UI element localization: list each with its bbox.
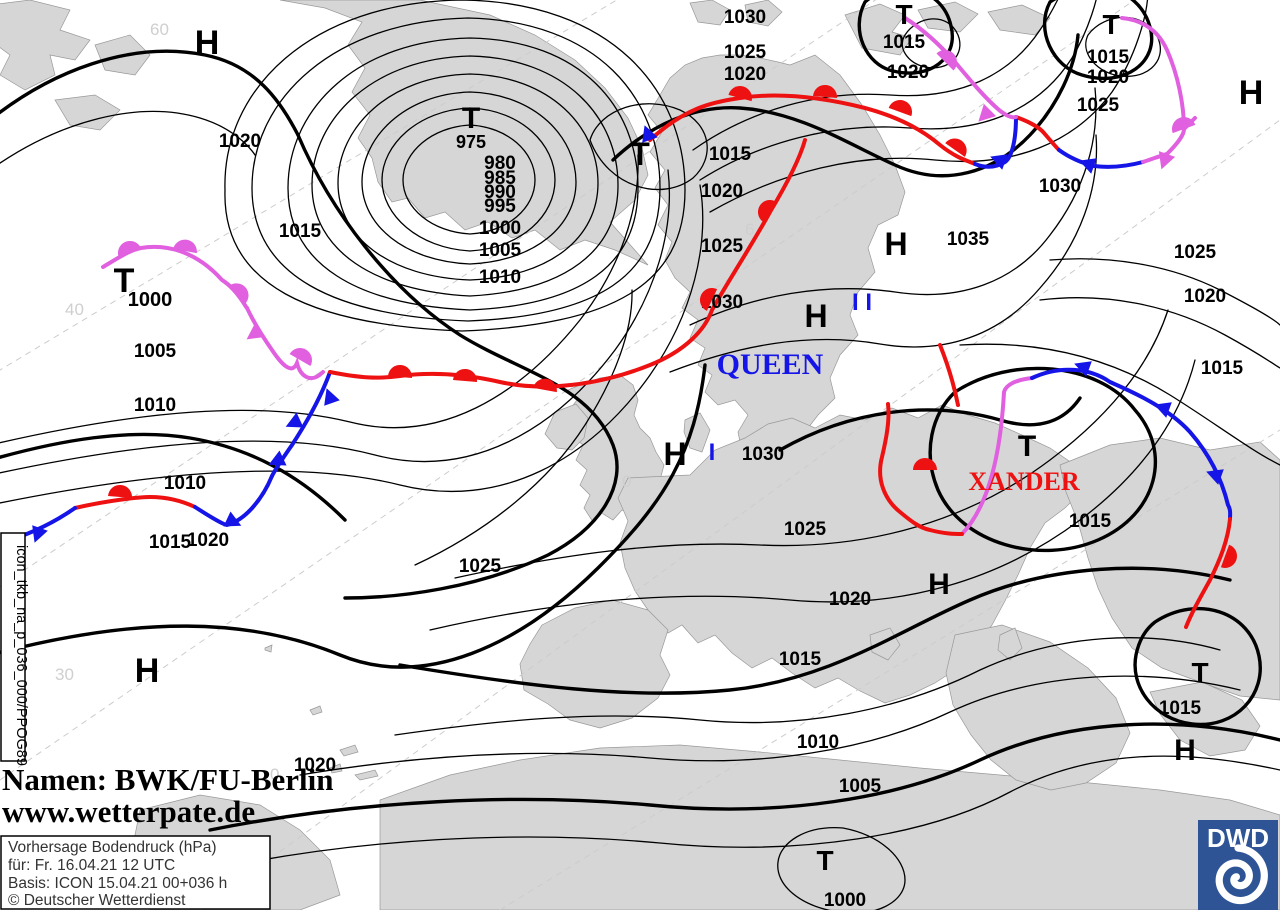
svg-text:1035: 1035 [947,229,990,250]
svg-text:Namen: BWK/FU-Berlin: Namen: BWK/FU-Berlin [2,762,334,797]
svg-text:www.wetterpate.de: www.wetterpate.de [2,794,255,829]
svg-text:1025: 1025 [701,236,744,257]
svg-text:T: T [1018,430,1036,463]
svg-text:1030: 1030 [724,7,766,28]
svg-text:H: H [804,298,827,334]
svg-text:1025: 1025 [784,519,827,540]
svg-text:1000: 1000 [479,218,521,239]
svg-text:1005: 1005 [134,341,177,362]
svg-text:T: T [1191,657,1208,688]
svg-text:T: T [816,845,833,876]
svg-text:1020: 1020 [701,181,743,202]
svg-text:1020: 1020 [187,530,229,551]
svg-text:1015: 1015 [1087,47,1130,68]
svg-text:1025: 1025 [459,556,502,577]
svg-text:1015: 1015 [709,144,752,165]
svg-text:H: H [928,568,950,601]
svg-text:1015: 1015 [1069,511,1112,532]
svg-text:QUEEN: QUEEN [717,348,824,381]
svg-text:60: 60 [150,20,169,39]
svg-text:1030: 1030 [1039,176,1081,197]
svg-text:1025: 1025 [724,42,767,63]
svg-text:1005: 1005 [839,776,882,797]
svg-text:H: H [884,226,907,262]
svg-text:1015: 1015 [779,649,822,670]
svg-text:1020: 1020 [1087,67,1129,88]
svg-text:H: H [1174,734,1196,767]
svg-text:6: 6 [745,220,754,239]
svg-text:1000: 1000 [128,289,173,311]
svg-text:1020: 1020 [724,64,766,85]
svg-text:1025: 1025 [1174,242,1217,263]
svg-text:975: 975 [456,132,486,152]
svg-text:Basis: ICON 15.04.21 00+036 h: Basis: ICON 15.04.21 00+036 h [8,875,227,892]
svg-text:icon_tkb_na_p_036_000/PPOG89: icon_tkb_na_p_036_000/PPOG89 [13,545,29,766]
svg-text:XANDER: XANDER [968,467,1079,496]
svg-text:1005: 1005 [479,240,522,261]
svg-text:1020: 1020 [887,62,929,83]
svg-text:H: H [195,24,220,62]
svg-text:© Deutscher Wetterdienst: © Deutscher Wetterdienst [8,892,186,909]
svg-text:I: I [709,439,716,466]
svg-text:0: 0 [622,472,631,491]
svg-text:1025: 1025 [1077,95,1120,116]
svg-text:1000: 1000 [824,890,866,910]
svg-text:995: 995 [484,196,516,217]
svg-text:H: H [663,436,686,472]
svg-text:1015: 1015 [883,32,926,53]
svg-text:1010: 1010 [797,732,839,753]
svg-text:1015: 1015 [149,532,192,553]
svg-text:T: T [895,0,912,30]
svg-text:1010: 1010 [479,267,521,288]
svg-text:1015: 1015 [1201,358,1244,379]
svg-text:1010: 1010 [134,395,176,416]
svg-text:1020: 1020 [829,589,871,610]
svg-text:1015: 1015 [279,221,322,242]
svg-text:T: T [1102,9,1119,40]
svg-text:für: Fr. 16.04.21 12 UTC: für: Fr. 16.04.21 12 UTC [8,857,175,874]
svg-text:T: T [462,102,480,135]
svg-text:T: T [630,136,650,172]
svg-text:1015: 1015 [1159,698,1202,719]
svg-text:I I: I I [852,289,872,316]
svg-text:1020: 1020 [219,131,261,152]
svg-text:1010: 1010 [164,473,206,494]
svg-text:1030: 1030 [742,444,784,465]
svg-text:1020: 1020 [1184,286,1226,307]
svg-text:H: H [135,652,160,690]
svg-text:H: H [1239,74,1264,112]
svg-text:30: 30 [55,665,74,684]
svg-text:40: 40 [65,300,84,319]
svg-text:Vorhersage Bodendruck (hPa): Vorhersage Bodendruck (hPa) [8,839,217,856]
